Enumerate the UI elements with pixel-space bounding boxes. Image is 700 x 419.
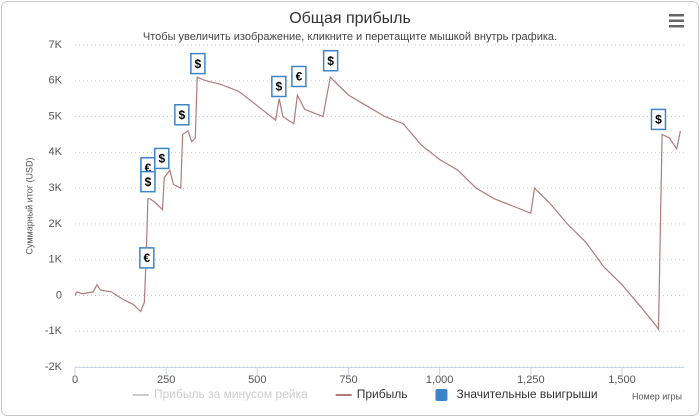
legend-label: Прибыль bbox=[357, 387, 408, 401]
menu-bar bbox=[669, 19, 684, 22]
flag-box bbox=[140, 170, 156, 193]
x-tick-label: 1,500 bbox=[608, 374, 636, 386]
y-tick-label: 6K bbox=[49, 75, 63, 87]
flag-label: $ bbox=[655, 113, 662, 127]
flag-label: $ bbox=[327, 54, 334, 68]
y-tick-label: -1K bbox=[45, 325, 63, 337]
y-axis-label: Суммарный итог (USD) bbox=[24, 157, 34, 254]
y-tick-label: 5K bbox=[49, 110, 63, 122]
y-tick-label: 0 bbox=[56, 289, 62, 301]
y-tick-label: 1K bbox=[49, 254, 63, 266]
legend-symbol bbox=[435, 389, 448, 401]
profit-line bbox=[74, 75, 681, 332]
flag-label: € bbox=[296, 70, 303, 84]
flag-box bbox=[271, 75, 287, 98]
menu-bar bbox=[669, 14, 684, 17]
y-tick-label: 3K bbox=[49, 182, 63, 194]
legend-label: Прибыль за минусом рейка bbox=[154, 387, 308, 401]
legend-item[interactable]: Прибыль за минусом рейка bbox=[133, 387, 308, 401]
flag-label: $ bbox=[179, 108, 186, 122]
flag-box bbox=[322, 49, 339, 72]
y-tick-label: 2K bbox=[49, 218, 63, 230]
flag-label: $ bbox=[145, 175, 152, 189]
flag-box bbox=[154, 147, 170, 170]
chart-subtitle: Чтобы увеличить изображение, кликните и … bbox=[143, 31, 557, 43]
chart-title: Общая прибыль bbox=[289, 10, 411, 27]
flag: $ bbox=[154, 147, 170, 170]
legend-label: Значительные выигрыши bbox=[456, 387, 597, 401]
x-axis-label: Номер игры bbox=[632, 391, 682, 401]
y-tick-label: 4K bbox=[49, 146, 63, 158]
x-tick-label: 250 bbox=[157, 374, 175, 386]
x-tick-label: 750 bbox=[339, 374, 357, 386]
flag: € bbox=[139, 247, 155, 269]
flag: $ bbox=[190, 52, 206, 75]
flag-label: € bbox=[145, 161, 152, 175]
menu-bar bbox=[669, 25, 684, 28]
legend-item[interactable]: Прибыль bbox=[335, 387, 408, 401]
legend-item[interactable]: Значительные выигрыши bbox=[435, 387, 598, 401]
flag: $ bbox=[322, 49, 339, 72]
flag-box bbox=[650, 108, 667, 131]
menu-button[interactable] bbox=[669, 14, 684, 28]
x-tick-label: 0 bbox=[72, 374, 78, 386]
flag: $ bbox=[650, 108, 667, 131]
y-tick-label: 7K bbox=[49, 39, 63, 51]
flag-box bbox=[139, 247, 155, 269]
y-tick-label: -2K bbox=[45, 361, 63, 373]
flag: € bbox=[291, 65, 307, 88]
flag-label: € bbox=[143, 251, 150, 265]
x-tick-label: 1,000 bbox=[426, 374, 454, 386]
flag: $ bbox=[140, 170, 156, 193]
flag-label: $ bbox=[158, 152, 165, 166]
x-tick-label: 1,250 bbox=[517, 374, 545, 386]
flag: $ bbox=[174, 104, 190, 126]
flag-box bbox=[190, 52, 206, 75]
x-tick-label: 500 bbox=[248, 374, 266, 386]
flag-label: $ bbox=[195, 57, 202, 71]
flag-label: $ bbox=[276, 80, 283, 94]
flag-box bbox=[291, 65, 307, 88]
flag: $ bbox=[271, 75, 287, 98]
flag-box bbox=[174, 104, 190, 126]
